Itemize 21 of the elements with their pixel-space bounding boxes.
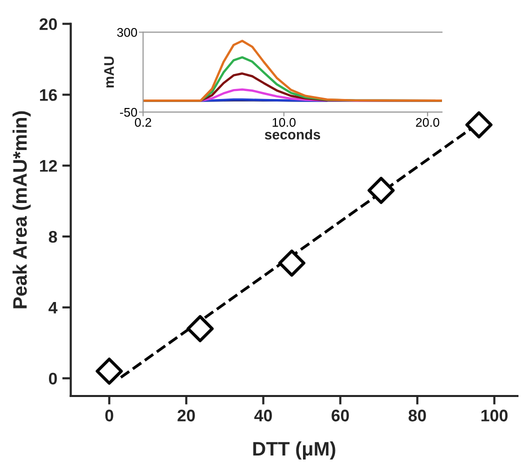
y-tick-label: 12 xyxy=(40,160,57,172)
y-tick-label: 8 xyxy=(48,230,58,243)
x-tick-label: 60 xyxy=(332,410,349,422)
y-tick-label: -50 xyxy=(120,108,138,117)
x-tick-label: 10.0 xyxy=(272,118,296,127)
x-tick-label: 80 xyxy=(408,410,426,422)
y-tick-label: 300 xyxy=(117,28,138,37)
y-tick-label: 0 xyxy=(48,372,57,384)
x-tick-label: 0 xyxy=(105,410,114,422)
x-tick-label: 20.0 xyxy=(416,118,440,127)
x-tick-label: 40 xyxy=(254,410,272,422)
y-tick-label: 4 xyxy=(48,302,58,314)
x-axis-title: seconds xyxy=(264,129,320,140)
y-tick-label: 16 xyxy=(40,89,57,101)
y-tick-label: 20 xyxy=(40,18,57,30)
x-tick-label: 20 xyxy=(178,410,195,422)
x-tick-label: 100 xyxy=(481,410,508,422)
y-axis-title: Peak Area (mAU*min) xyxy=(12,111,31,308)
x-axis-title: DTT (μM) xyxy=(253,441,336,460)
x-tick-label: 0.2 xyxy=(134,118,152,127)
y-axis-title: mAU xyxy=(104,56,114,88)
